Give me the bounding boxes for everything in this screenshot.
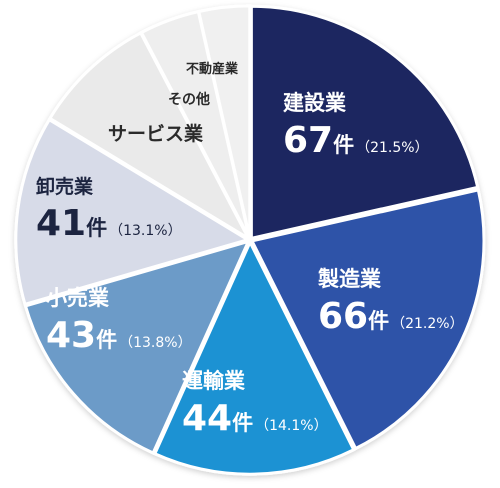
- slice-value-transport: 44件 （14.1%）: [182, 398, 328, 439]
- slice-value-manufacturing: 66件 （21.2%）: [318, 296, 464, 337]
- slice-label-retail: 小売業: [46, 286, 110, 310]
- slice-label-construction: 建設業: [283, 91, 347, 115]
- pie-slice-wholesale: [14, 117, 252, 307]
- pie-slice-real-estate: [196, 4, 252, 239]
- slice-label-real-estate: 不動産業: [186, 61, 239, 77]
- pie-slice-construction: [249, 4, 480, 241]
- slice-value-retail: 43件 （13.8%）: [46, 315, 192, 356]
- slice-label-other: その他: [168, 91, 210, 108]
- slice-label-transport: 運輸業: [182, 369, 246, 393]
- pie-slice-retail: [23, 239, 252, 455]
- pie-slice-service: [47, 30, 253, 243]
- pie-slice-transport: [152, 238, 356, 476]
- slice-value-wholesale: 41件 （13.1%）: [36, 203, 182, 244]
- slice-value-construction: 67件 （21.5%）: [283, 120, 429, 161]
- slice-label-wholesale: 卸売業: [36, 175, 94, 198]
- slice-label-service: サービス業: [108, 122, 204, 145]
- pie-slice-manufacturing: [249, 188, 486, 451]
- slice-label-manufacturing: 製造業: [317, 267, 382, 291]
